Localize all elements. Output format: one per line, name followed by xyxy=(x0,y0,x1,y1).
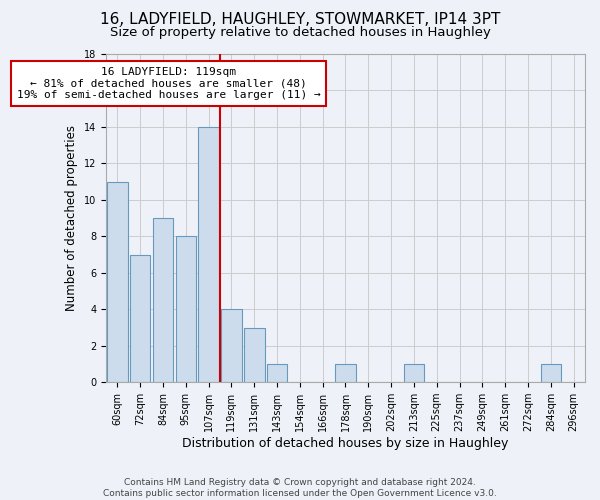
Bar xyxy=(335,364,356,382)
Bar xyxy=(176,236,196,382)
Bar xyxy=(244,328,265,382)
Y-axis label: Number of detached properties: Number of detached properties xyxy=(65,125,79,311)
Text: 16, LADYFIELD, HAUGHLEY, STOWMARKET, IP14 3PT: 16, LADYFIELD, HAUGHLEY, STOWMARKET, IP1… xyxy=(100,12,500,28)
Bar xyxy=(404,364,424,382)
Bar xyxy=(107,182,128,382)
Bar xyxy=(221,310,242,382)
Bar xyxy=(199,127,219,382)
X-axis label: Distribution of detached houses by size in Haughley: Distribution of detached houses by size … xyxy=(182,437,509,450)
Bar xyxy=(267,364,287,382)
Text: Contains HM Land Registry data © Crown copyright and database right 2024.
Contai: Contains HM Land Registry data © Crown c… xyxy=(103,478,497,498)
Bar xyxy=(130,254,151,382)
Text: Size of property relative to detached houses in Haughley: Size of property relative to detached ho… xyxy=(110,26,490,39)
Text: 16 LADYFIELD: 119sqm
← 81% of detached houses are smaller (48)
19% of semi-detac: 16 LADYFIELD: 119sqm ← 81% of detached h… xyxy=(17,67,320,100)
Bar xyxy=(153,218,173,382)
Bar xyxy=(541,364,561,382)
